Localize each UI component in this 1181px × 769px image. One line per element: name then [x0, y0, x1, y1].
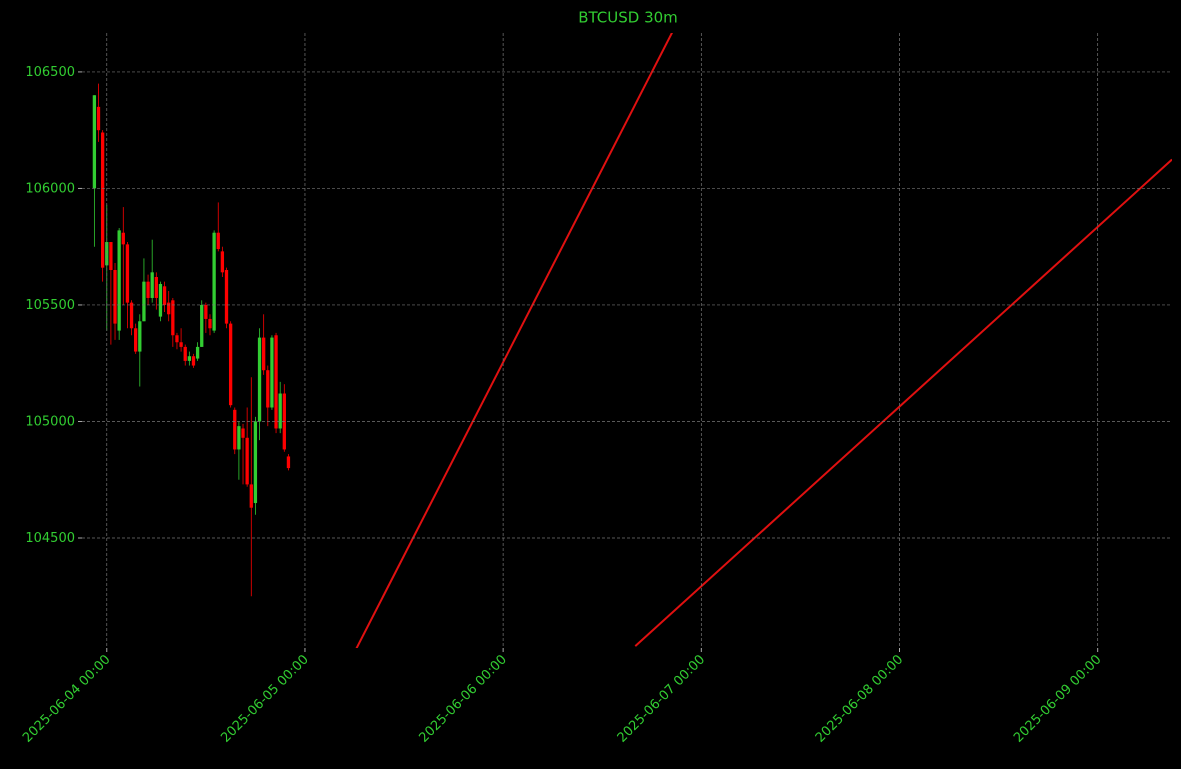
- candle-body: [142, 281, 146, 322]
- candle-body: [262, 337, 266, 371]
- candle-body: [179, 342, 183, 347]
- candle-body: [278, 393, 282, 429]
- candle-body: [171, 300, 175, 336]
- candle-body: [208, 318, 212, 329]
- candle-body: [158, 283, 163, 317]
- candle-body: [183, 346, 187, 361]
- candle-body: [233, 409, 237, 450]
- trend-line: [634, 158, 1172, 647]
- candle-body: [138, 321, 142, 352]
- y-tick-label: 106500: [25, 65, 75, 80]
- chart-title: BTCUSD 30m: [578, 9, 678, 27]
- x-tick-label: 2025-06-06 00:00: [417, 652, 510, 745]
- candle-body: [204, 304, 208, 319]
- y-tick-label: 106000: [25, 181, 75, 196]
- candle-body: [125, 244, 130, 303]
- candle-body: [253, 421, 258, 504]
- y-tick-label: 105000: [25, 414, 75, 429]
- candle-body: [270, 337, 274, 408]
- candle-body: [241, 428, 245, 438]
- candle-body: [274, 335, 278, 429]
- candle-body: [212, 232, 216, 331]
- candle-body: [175, 335, 179, 343]
- candle-body: [245, 437, 249, 485]
- candle-body: [113, 270, 117, 324]
- candle-body: [191, 356, 196, 366]
- candle-body: [200, 304, 204, 347]
- candle-body: [187, 356, 191, 361]
- candle-body: [146, 281, 150, 298]
- candle-body: [117, 230, 121, 331]
- candle-body: [220, 251, 225, 273]
- candle-body: [150, 272, 154, 298]
- plot-area: [92, 33, 1172, 648]
- candle-body: [195, 346, 200, 359]
- x-tick-label: 2025-06-08 00:00: [813, 652, 906, 745]
- candle-body: [162, 286, 167, 305]
- candle-body: [100, 132, 105, 268]
- candle-body: [286, 456, 291, 469]
- candle-body: [266, 370, 270, 408]
- candle-body: [257, 337, 262, 422]
- candle-body: [134, 328, 138, 352]
- trend-line: [355, 33, 674, 648]
- candle-body: [167, 302, 171, 315]
- x-tick-label: 2025-06-04 00:00: [20, 652, 113, 745]
- candle-body: [249, 484, 253, 508]
- x-tick-label: 2025-06-05 00:00: [218, 652, 311, 745]
- candle-body: [96, 106, 101, 131]
- x-tick-label: 2025-06-09 00:00: [1011, 652, 1104, 745]
- candle-body: [216, 232, 220, 250]
- x-tick-label: 2025-06-07 00:00: [615, 652, 708, 745]
- candle-body: [121, 232, 125, 245]
- candle-body: [237, 426, 241, 450]
- candle-body: [228, 323, 233, 406]
- y-tick-label: 104500: [25, 531, 75, 546]
- candle-body: [92, 95, 97, 189]
- y-tick-label: 105500: [25, 298, 75, 313]
- candle-body: [154, 276, 158, 298]
- candle-body: [129, 302, 134, 329]
- candle-body: [109, 242, 113, 271]
- candle-body: [224, 270, 229, 324]
